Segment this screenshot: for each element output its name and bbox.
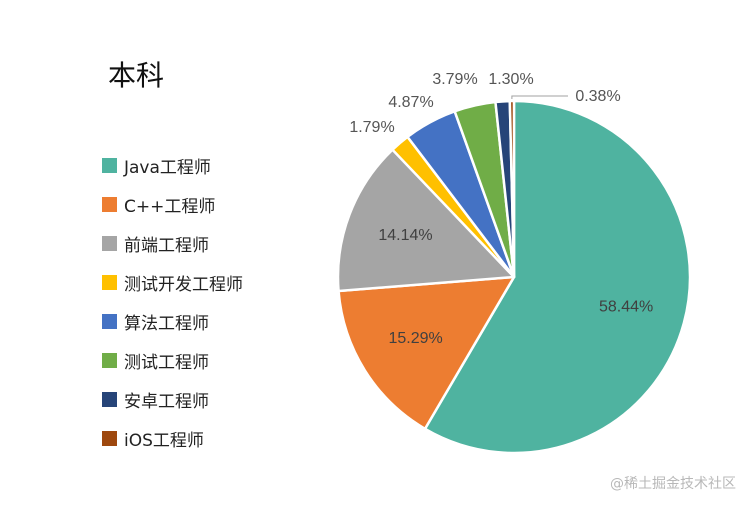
legend-label: 安卓工程师 [124, 392, 209, 412]
legend-item: C++工程师 [102, 185, 243, 224]
legend-label: C++工程师 [124, 197, 216, 217]
legend-swatch [102, 431, 117, 446]
legend-swatch [102, 392, 117, 407]
legend-item: 测试工程师 [102, 341, 243, 380]
legend-swatch [102, 314, 117, 329]
legend-swatch [102, 353, 117, 368]
data-label: 3.79% [432, 71, 477, 88]
pie-slice [508, 99, 516, 279]
pie-slice [337, 275, 516, 431]
label-leader-line [511, 95, 568, 99]
legend: Java工程师 C++工程师 前端工程师测试开发工程师 算法工程师测试工程师安卓工程师… [102, 146, 243, 458]
pie-slice [423, 99, 692, 455]
legend-swatch [102, 236, 117, 251]
data-label: 14.14% [378, 227, 432, 244]
legend-swatch [102, 158, 117, 173]
pie-slice [336, 148, 516, 293]
chart-title: 本科 [108, 59, 165, 92]
data-label: 15.29% [388, 330, 442, 347]
legend-label: 测试开发工程师 [124, 275, 243, 295]
legend-swatch [102, 275, 117, 290]
data-label: 58.44% [599, 299, 653, 316]
legend-label: 测试工程师 [124, 353, 209, 373]
data-label: 1.79% [349, 119, 394, 136]
legend-label: Java工程师 [124, 158, 211, 178]
legend-item: iOS工程师 [102, 419, 243, 458]
watermark: @稀土掘金技术社区 [610, 476, 736, 492]
data-label: 4.87% [388, 94, 433, 111]
legend-item: 前端工程师 [102, 224, 243, 263]
legend-item: 安卓工程师 [102, 380, 243, 419]
legend-item: 算法工程师 [102, 302, 243, 341]
legend-label: iOS工程师 [124, 431, 204, 451]
legend-label: 前端工程师 [124, 236, 209, 256]
legend-item: 测试开发工程师 [102, 263, 243, 302]
data-label: 0.38% [575, 88, 620, 105]
legend-item: Java工程师 [102, 146, 243, 185]
data-label: 1.30% [488, 71, 533, 88]
legend-swatch [102, 197, 117, 212]
legend-label: 算法工程师 [124, 314, 209, 334]
